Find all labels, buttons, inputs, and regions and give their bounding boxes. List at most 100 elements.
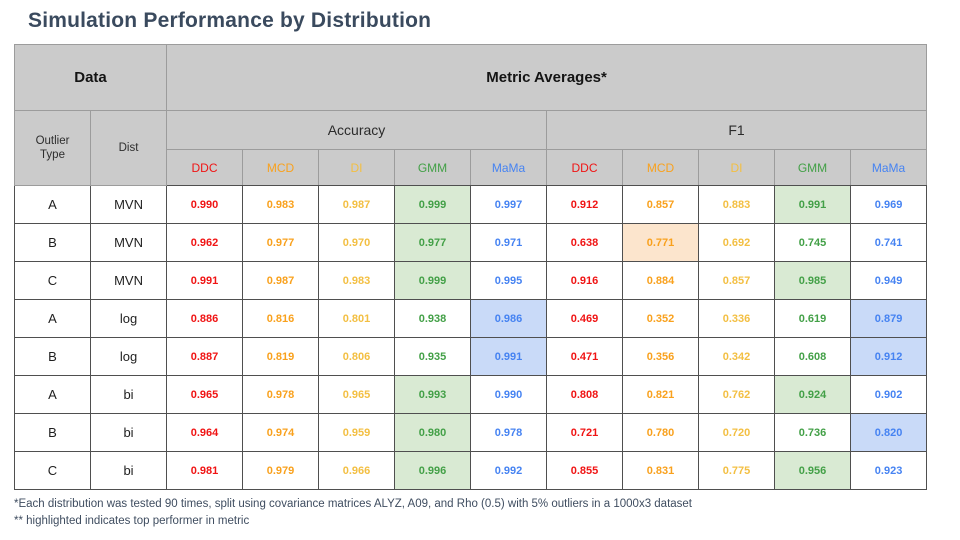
outlier-type-cell: C xyxy=(14,451,91,490)
f1-gmm-value: 0.736 xyxy=(774,413,852,452)
f1-mcd-value: 0.821 xyxy=(622,375,700,414)
dist-cell: MVN xyxy=(89,261,168,300)
f1-mcd-value: 0.884 xyxy=(622,261,700,300)
outlier-type-header: Outlier Type xyxy=(14,110,91,186)
f1-ddc-value: 0.808 xyxy=(546,375,624,414)
accuracy-di-value: 0.987 xyxy=(318,185,396,224)
accuracy-gmm-value: 0.935 xyxy=(394,337,472,376)
accuracy-mcd-value: 0.819 xyxy=(242,337,320,376)
method-header-row: DDC MCD DI GMM MaMa DDC MCD DI GMM MaMa xyxy=(15,149,928,186)
outlier-type-cell: B xyxy=(14,223,91,262)
accuracy-mama-value: 0.990 xyxy=(470,375,548,414)
accuracy-di-value: 0.965 xyxy=(318,375,396,414)
f1-gmm-value: 0.956 xyxy=(774,451,852,490)
f1-mama-value: 0.923 xyxy=(850,451,928,490)
f1-ddc-value: 0.471 xyxy=(546,337,624,376)
accuracy-di-value: 0.801 xyxy=(318,299,396,338)
f1-mcd-value: 0.780 xyxy=(622,413,700,452)
method-header-f1-di: DI xyxy=(698,149,776,186)
f1-mama-value: 0.912 xyxy=(850,337,928,376)
dist-header: Dist xyxy=(89,110,168,186)
outlier-type-cell: C xyxy=(14,261,91,300)
accuracy-mcd-value: 0.987 xyxy=(242,261,320,300)
accuracy-di-value: 0.970 xyxy=(318,223,396,262)
accuracy-ddc-value: 0.991 xyxy=(166,261,244,300)
f1-mcd-value: 0.356 xyxy=(622,337,700,376)
footnotes: *Each distribution was tested 90 times, … xyxy=(14,496,692,530)
footnote-dataset: *Each distribution was tested 90 times, … xyxy=(14,498,693,510)
f1-di-value: 0.342 xyxy=(698,337,776,376)
f1-ddc-value: 0.912 xyxy=(546,185,624,224)
outlier-type-cell: B xyxy=(14,337,91,376)
dist-cell: bi xyxy=(89,375,168,414)
f1-ddc-value: 0.721 xyxy=(546,413,624,452)
accuracy-gmm-value: 0.999 xyxy=(394,261,472,300)
f1-gmm-value: 0.619 xyxy=(774,299,852,338)
accuracy-ddc-value: 0.981 xyxy=(166,451,244,490)
f1-group-header: F1 xyxy=(546,110,928,150)
dist-cell: bi xyxy=(89,413,168,452)
accuracy-di-value: 0.806 xyxy=(318,337,396,376)
outlier-type-cell: A xyxy=(14,375,91,414)
f1-di-value: 0.775 xyxy=(698,451,776,490)
accuracy-mcd-value: 0.816 xyxy=(242,299,320,338)
f1-gmm-value: 0.924 xyxy=(774,375,852,414)
f1-di-value: 0.883 xyxy=(698,185,776,224)
f1-mcd-value: 0.831 xyxy=(622,451,700,490)
accuracy-mcd-value: 0.977 xyxy=(242,223,320,262)
f1-gmm-value: 0.608 xyxy=(774,337,852,376)
f1-ddc-value: 0.916 xyxy=(546,261,624,300)
table-row: C MVN 0.991 0.987 0.983 0.999 0.995 0.916 0.884 0… xyxy=(14,261,928,300)
results-table: Data Metric Averages* Outlier Type Dist … xyxy=(13,44,928,490)
data-group-header: Data xyxy=(13,44,168,111)
outlier-type-header-label: Outlier Type xyxy=(35,135,70,161)
f1-mama-value: 0.969 xyxy=(850,185,928,224)
accuracy-mama-value: 0.992 xyxy=(470,451,548,490)
accuracy-mcd-value: 0.979 xyxy=(242,451,320,490)
accuracy-ddc-value: 0.962 xyxy=(166,223,244,262)
group-header-row: Data Metric Averages* xyxy=(13,44,928,111)
accuracy-ddc-value: 0.886 xyxy=(166,299,244,338)
dist-cell: MVN xyxy=(89,185,168,224)
metric-header-row: Outlier Type Dist Accuracy F1 xyxy=(14,110,928,186)
dist-cell: MVN xyxy=(89,223,168,262)
f1-gmm-value: 0.985 xyxy=(774,261,852,300)
method-header-accuracy-gmm: GMM xyxy=(394,149,472,186)
accuracy-ddc-value: 0.887 xyxy=(166,337,244,376)
f1-mama-value: 0.820 xyxy=(850,413,928,452)
method-header-accuracy-ddc: DDC xyxy=(166,149,244,186)
accuracy-di-value: 0.959 xyxy=(318,413,396,452)
accuracy-gmm-value: 0.977 xyxy=(394,223,472,262)
f1-ddc-value: 0.855 xyxy=(546,451,624,490)
method-header-f1-mcd: MCD xyxy=(622,149,700,186)
f1-di-value: 0.720 xyxy=(698,413,776,452)
table-row: A MVN 0.990 0.983 0.987 0.999 0.997 0.912 0.857 0… xyxy=(14,185,928,224)
metric-averages-header: Metric Averages* xyxy=(166,44,928,111)
f1-di-value: 0.762 xyxy=(698,375,776,414)
method-header-accuracy-mcd: MCD xyxy=(242,149,320,186)
accuracy-mama-value: 0.971 xyxy=(470,223,548,262)
f1-di-value: 0.336 xyxy=(698,299,776,338)
accuracy-ddc-value: 0.964 xyxy=(166,413,244,452)
accuracy-mama-value: 0.978 xyxy=(470,413,548,452)
dist-cell: log xyxy=(89,299,168,338)
accuracy-ddc-value: 0.990 xyxy=(166,185,244,224)
accuracy-mama-value: 0.995 xyxy=(470,261,548,300)
f1-mama-value: 0.902 xyxy=(850,375,928,414)
accuracy-mama-value: 0.986 xyxy=(470,299,548,338)
f1-mcd-value: 0.857 xyxy=(622,185,700,224)
outlier-type-cell: A xyxy=(14,185,91,224)
f1-mcd-value: 0.352 xyxy=(622,299,700,338)
accuracy-mama-value: 0.991 xyxy=(470,337,548,376)
accuracy-gmm-value: 0.980 xyxy=(394,413,472,452)
page-title: Simulation Performance by Distribution xyxy=(28,9,432,32)
f1-di-value: 0.692 xyxy=(698,223,776,262)
accuracy-di-value: 0.983 xyxy=(318,261,396,300)
method-header-accuracy-di: DI xyxy=(318,149,396,186)
outlier-type-cell: A xyxy=(14,299,91,338)
accuracy-group-header: Accuracy xyxy=(166,110,548,150)
